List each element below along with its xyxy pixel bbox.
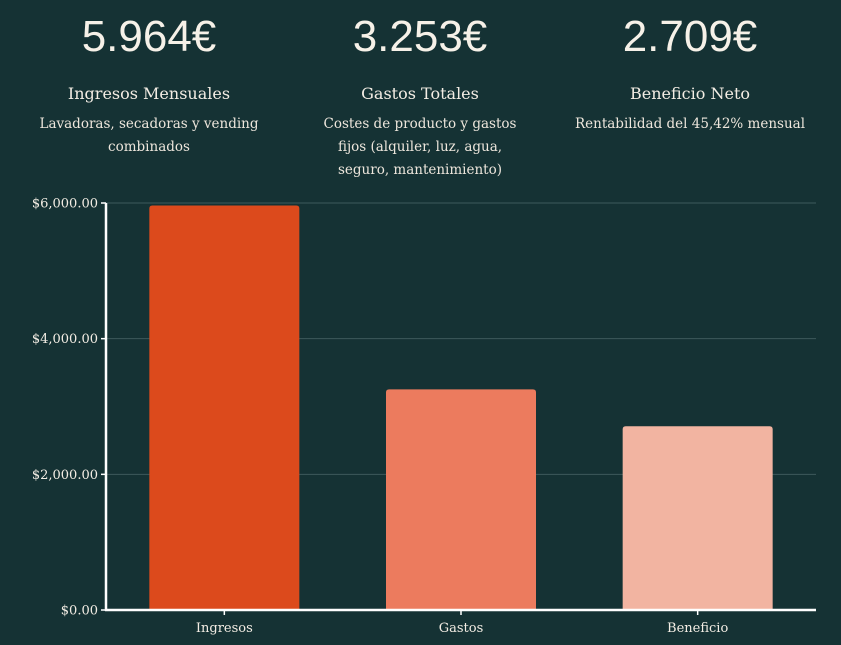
tick-labels: $0.00 $2,000.00 $4,000.00 $6,000.00 Ingresos… xyxy=(32,197,729,637)
axes xyxy=(101,202,816,615)
kpi-label: Ingresos Mensuales xyxy=(67,84,231,103)
kpi-value: 5.964€ xyxy=(81,12,217,61)
bar-ingresos xyxy=(149,205,300,610)
kpi-description: Costes de producto y gastos fijos (alqui… xyxy=(323,116,517,178)
bar-beneficio xyxy=(622,426,773,610)
x-tick-label: Beneficio xyxy=(667,621,728,636)
bars xyxy=(149,205,773,610)
kpi-value: 3.253€ xyxy=(352,12,488,61)
kpi-label: Beneficio Neto xyxy=(630,84,750,103)
y-tick-label: $0.00 xyxy=(61,604,98,619)
kpi-label: Gastos Totales xyxy=(361,84,479,103)
y-tick-label: $6,000.00 xyxy=(32,197,98,212)
kpi-value: 2.709€ xyxy=(622,12,758,61)
x-tick-label: Ingresos xyxy=(196,621,253,636)
kpi-description: Rentabilidad del 45,42% mensual xyxy=(574,116,806,132)
x-tick-label: Gastos xyxy=(439,621,484,636)
bar-gastos xyxy=(386,389,536,610)
kpi-ingresos: 5.964€ Ingresos Mensuales Lavadoras, sec… xyxy=(14,12,284,159)
kpi-summary: 5.964€ Ingresos Mensuales Lavadoras, sec… xyxy=(0,0,841,185)
kpi-description: Lavadoras, secadoras y vending combinado… xyxy=(39,116,259,155)
kpi-gastos: 3.253€ Gastos Totales Costes de producto… xyxy=(285,12,555,182)
y-tick-label: $2,000.00 xyxy=(32,468,98,483)
kpi-beneficio: 2.709€ Beneficio Neto Rentabilidad del 4… xyxy=(555,12,825,136)
y-tick-label: $4,000.00 xyxy=(32,332,98,347)
